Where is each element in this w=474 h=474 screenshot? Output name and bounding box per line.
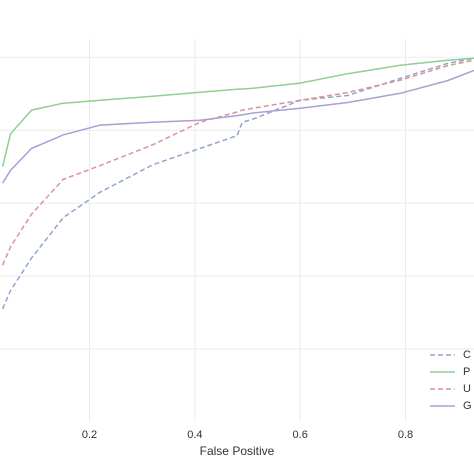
legend-label: G (463, 400, 472, 412)
x-tick-label: 0.8 (398, 429, 413, 441)
series-line (1, 59, 474, 266)
legend-label: C (463, 349, 471, 361)
x-tick-label: 0.6 (293, 429, 308, 441)
legend-label: U (463, 383, 471, 395)
x-tick-label: 0.4 (187, 429, 202, 441)
legend-label: P (463, 366, 470, 378)
series-line (1, 57, 474, 310)
x-tick-label: 0.2 (82, 429, 97, 441)
series-line (1, 57, 474, 167)
series-line (1, 69, 474, 184)
x-axis-label: False Positive (200, 444, 275, 458)
